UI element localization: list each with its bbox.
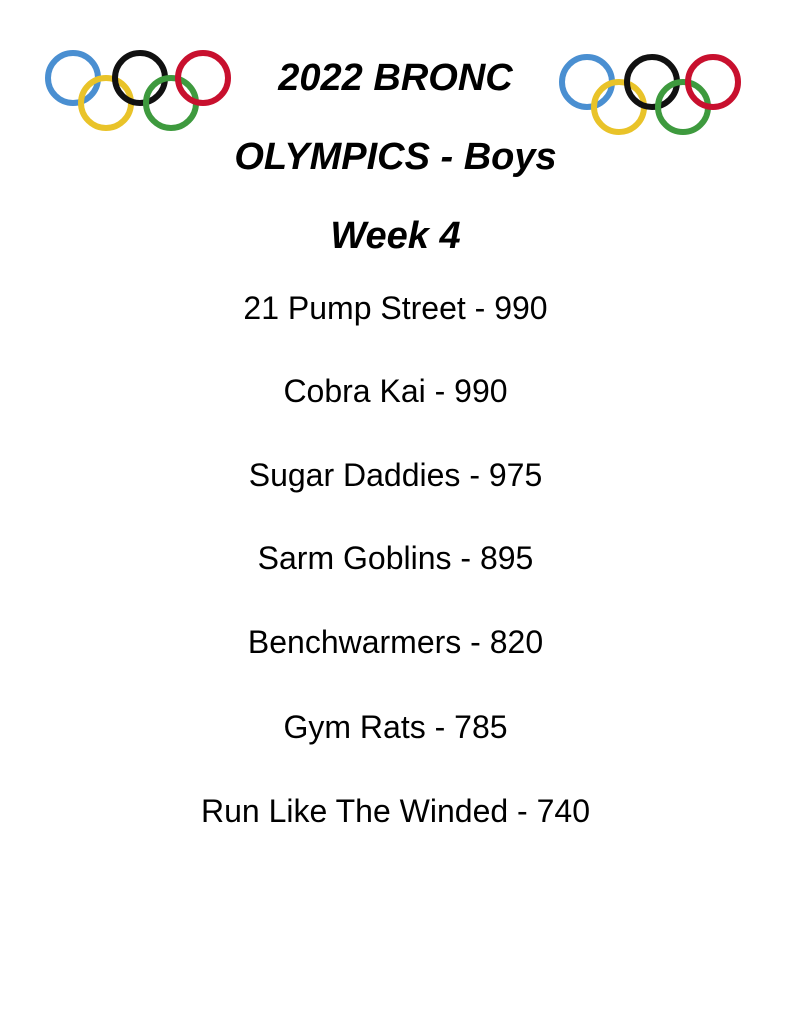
standing-entry: Run Like The Winded - 740 [201, 793, 590, 829]
title-line-3: Week 4 [330, 215, 461, 257]
standing-entry: Sugar Daddies - 975 [248, 457, 543, 493]
title-line-1: 2022 BRONC [278, 57, 513, 99]
olympic-rings-icon-right [559, 54, 741, 135]
standing-entry: Benchwarmers - 820 [247, 624, 544, 660]
olympic-rings-icon-left [45, 50, 231, 131]
title-line-2: OLYMPICS - Boys [234, 136, 557, 178]
standing-entry: Sarm Goblins - 895 [257, 540, 534, 576]
standing-entry: Gym Rats - 785 [283, 709, 508, 745]
standing-entry: Cobra Kai - 990 [283, 373, 508, 409]
standing-entry: 21 Pump Street - 990 [243, 290, 548, 326]
